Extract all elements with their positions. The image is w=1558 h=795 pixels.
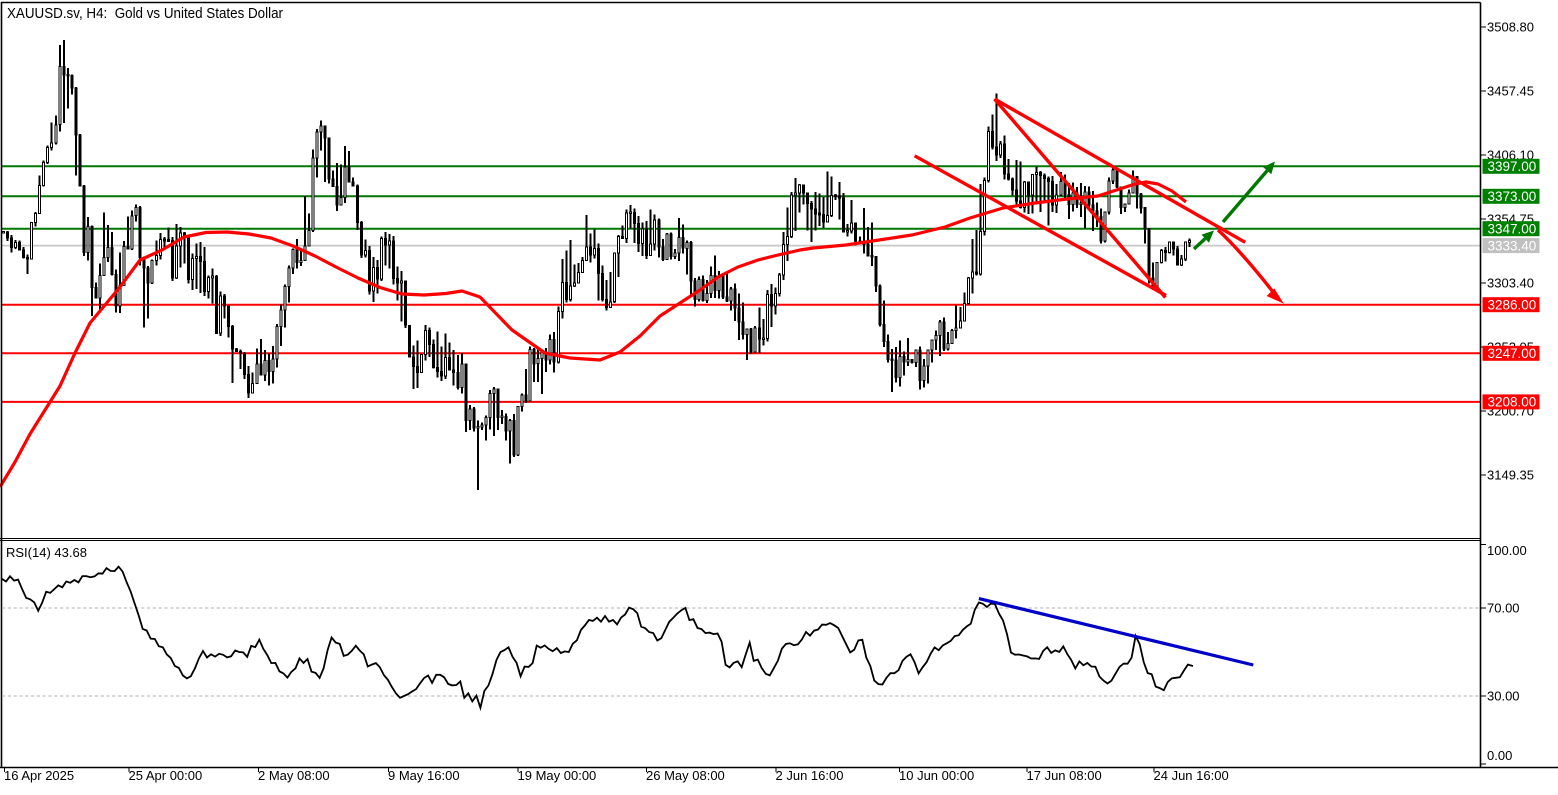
svg-text:2 Jun 16:00: 2 Jun 16:00 — [776, 768, 844, 783]
svg-text:3247.00: 3247.00 — [1488, 346, 1537, 361]
svg-text:16 Apr 2025: 16 Apr 2025 — [4, 768, 74, 783]
svg-text:3303.40: 3303.40 — [1487, 276, 1534, 291]
svg-text:17 Jun 08:00: 17 Jun 08:00 — [1027, 768, 1102, 783]
svg-text:10 Jun 00:00: 10 Jun 00:00 — [899, 768, 974, 783]
svg-text:3347.00: 3347.00 — [1488, 222, 1537, 237]
svg-text:3406.10: 3406.10 — [1487, 148, 1534, 163]
svg-text:30.00: 30.00 — [1487, 689, 1520, 704]
svg-text:3457.45: 3457.45 — [1487, 84, 1534, 99]
svg-text:XAUUSD.sv, H4: Gold vs United: XAUUSD.sv, H4: Gold vs United States Dol… — [7, 6, 283, 22]
svg-text:9 May 16:00: 9 May 16:00 — [388, 768, 460, 783]
svg-text:3508.80: 3508.80 — [1487, 20, 1534, 35]
svg-text:70.00: 70.00 — [1487, 601, 1520, 616]
svg-text:3373.00: 3373.00 — [1488, 189, 1537, 204]
svg-text:2 May 08:00: 2 May 08:00 — [258, 768, 330, 783]
svg-text:100.00: 100.00 — [1487, 543, 1527, 558]
svg-text:3208.00: 3208.00 — [1488, 395, 1537, 410]
svg-text:3286.00: 3286.00 — [1488, 298, 1537, 313]
svg-text:3149.35: 3149.35 — [1487, 468, 1534, 483]
svg-text:3333.40: 3333.40 — [1488, 238, 1537, 253]
svg-text:3397.00: 3397.00 — [1488, 159, 1537, 174]
svg-text:19 May 00:00: 19 May 00:00 — [518, 768, 597, 783]
svg-text:25 Apr 00:00: 25 Apr 00:00 — [129, 768, 203, 783]
svg-text:26 May 08:00: 26 May 08:00 — [646, 768, 725, 783]
svg-text:24 Jun 16:00: 24 Jun 16:00 — [1154, 768, 1229, 783]
svg-text:0.00: 0.00 — [1487, 748, 1512, 763]
svg-text:RSI(14) 43.68: RSI(14) 43.68 — [6, 545, 87, 560]
